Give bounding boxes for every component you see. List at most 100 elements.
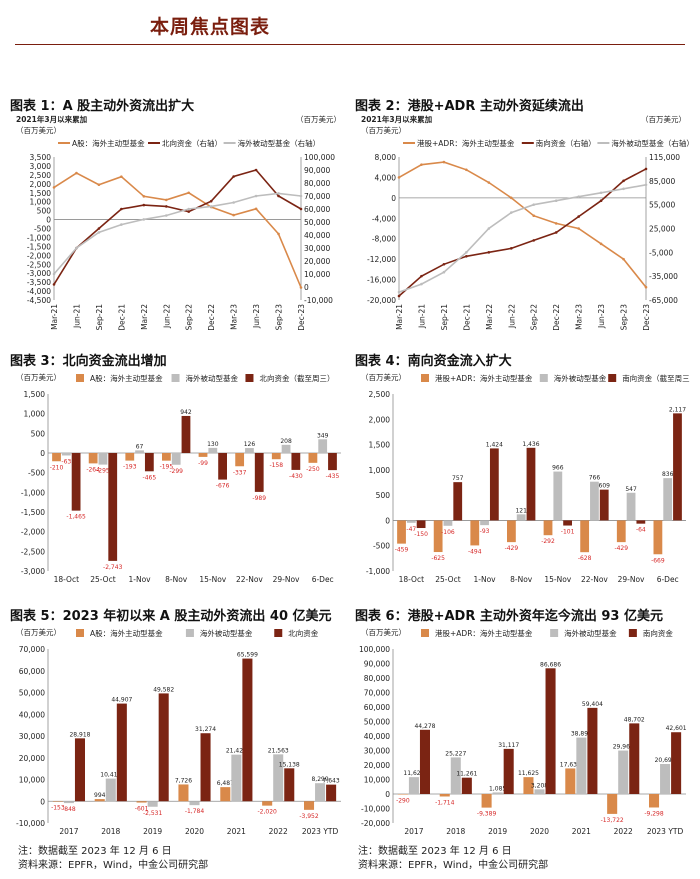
series-point [120,175,123,178]
x-tick-label: Jun-23 [252,304,261,329]
category-label: 22-Nov [581,575,608,584]
chart-1-title: 图表 1：A 股主动外资流出扩大 [10,99,195,114]
series-point [97,231,101,234]
data-label: 11,625 [518,770,539,777]
data-label: 547 [625,486,637,493]
bar [315,783,326,802]
data-label: 29,968 [613,744,634,751]
right-tick-label: 20,000 [304,257,330,266]
bar [480,520,489,526]
series-point [52,272,56,276]
bar [281,444,291,453]
data-label: -494 [468,548,482,555]
legend-label: A股：海外主动型基金 [90,628,163,638]
y-tick-label: -3,000 [21,567,45,576]
legend-label: 港股+ADR：海外主动型基金 [435,628,533,638]
data-label: -3,952 [299,813,319,820]
bar [273,754,284,802]
x-tick-label: Dec-21 [117,304,126,330]
axis-unit: （百万美元） [361,627,406,637]
category-label: 1-Nov [474,575,497,584]
left-tick-label: -500 [34,225,51,234]
data-label: 6,487 [217,780,234,787]
data-label: -299 [169,468,183,475]
bar [534,789,545,794]
data-label: 25,227 [445,750,466,757]
x-tick-label: Dec-22 [552,304,561,330]
data-label: 942 [180,409,192,416]
category-label: 8-Nov [510,575,533,584]
series-point [277,194,280,198]
bar [626,492,636,521]
bar [52,801,63,802]
x-tick-label: Jun-22 [507,304,516,329]
bar [189,801,200,806]
chart-svg: （百万美元） A股：海外主动型基金 海外被动型基金 北向资金 70,000 60,000 5… [16,627,341,836]
bar [284,768,295,802]
chart-5-title: 图表 5：2023 年初以来 A 股主动外资流出 40 亿美元 [10,609,332,624]
left-tick-label: -8,000 [372,235,396,244]
data-label: 20,693 [655,757,676,764]
right-tick-label: 40,000 [304,231,330,240]
y-tick-label: -10,000 [361,805,390,814]
data-label: -9,389 [477,811,497,818]
footer-right: 注：数据截至 2023 年 12 月 6 日 资料来源：EPFR，Wind，中金… [358,845,548,873]
data-label: 7,726 [175,777,192,784]
bar [453,482,463,521]
data-label: 67 [136,443,144,450]
data-label: 130 [207,441,219,448]
x-tick-label: Sep-22 [185,304,194,330]
series-point [532,214,536,218]
footnote-right: 注：数据截至 2023 年 12 月 6 日 [358,846,512,857]
data-label: -2,020 [257,809,277,816]
data-label: 38,894 [571,731,592,738]
left-tick-label: 0 [46,216,51,225]
data-label: -292 [541,538,555,545]
bar [416,520,426,529]
left-tick-label: 3,000 [30,162,52,171]
x-tick-label: Dec-21 [462,304,471,330]
left-tick-label: -4,500 [27,296,51,305]
data-label: 757 [452,475,464,482]
data-label: -93 [480,528,490,535]
right-tick-label: 25,000 [649,225,675,234]
data-label: 59,404 [582,701,603,708]
legend-bar-swatch [76,374,84,382]
series-point [299,194,303,198]
series-point [509,247,513,250]
legend-bar-swatch [539,374,548,382]
data-label: -47 [406,526,416,533]
bar [492,792,503,794]
data-label: 42,601 [666,725,687,732]
bar [563,520,572,526]
x-tick-label: Jun-22 [162,304,171,329]
left-axis-unit: （百万美元） [361,125,406,135]
source-left: 资料来源：EPFR，Wind，中金公司研究部 [18,860,209,871]
series-point [299,286,303,289]
chart-svg: （百万美元） A股：海外主动型基金 海外被动型基金 北向资金（截至周三） 1,500 1,… [16,372,341,584]
data-label: -193 [123,464,137,471]
series-point [554,222,558,225]
left-tick-label: 2,500 [30,171,52,180]
data-label: -250 [306,466,320,473]
left-tick-label: -2,500 [27,260,51,269]
legend-bar-swatch [421,374,429,382]
legend-bar-swatch [628,629,637,637]
left-tick-label: -4,000 [27,287,51,296]
category-label: 15-Nov [544,575,571,584]
legend-label: 南向资金 [643,628,673,638]
y-tick-label: -1,000 [21,488,45,497]
series-point [164,214,168,217]
data-label: 966 [552,465,564,472]
x-tick-label: Mar-23 [575,304,584,330]
right-tick-label: 90,000 [304,166,330,175]
data-label: 28,918 [69,731,90,738]
data-label: 8,299 [311,776,328,783]
left-tick-label: 1,500 [30,189,52,198]
y-tick-label: 500 [376,491,391,500]
bar [208,447,218,453]
data-label: -99 [198,460,208,467]
bar [147,801,158,807]
data-label: 31,274 [195,726,216,733]
category-label: 2020 [530,827,549,836]
